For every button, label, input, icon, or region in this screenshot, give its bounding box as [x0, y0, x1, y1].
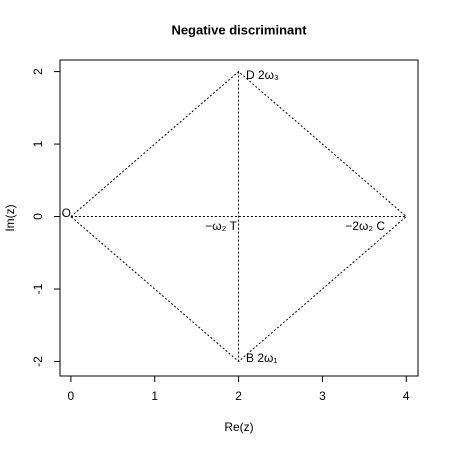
y-tick-label: 1: [31, 140, 45, 147]
annotation: −ω₂ T: [205, 219, 237, 233]
chart-title: Negative discriminant: [171, 22, 307, 37]
y-axis-label: Im(z): [3, 204, 17, 231]
y-tick-label: 2: [31, 68, 45, 75]
x-axis-label: Re(z): [224, 420, 253, 434]
y-tick-label: 0: [31, 213, 45, 220]
x-tick-label: 2: [235, 389, 242, 403]
annotation: −2ω₂ C: [345, 219, 385, 233]
x-tick-label: 0: [68, 389, 75, 403]
x-tick-label: 4: [403, 389, 410, 403]
y-tick-label: -1: [31, 283, 45, 294]
annotation: O: [62, 206, 71, 220]
x-tick-label: 3: [319, 389, 326, 403]
y-tick-label: -2: [31, 356, 45, 367]
x-tick-label: 1: [151, 389, 158, 403]
annotation: B 2ω₁: [246, 351, 277, 365]
annotation: D 2ω₃: [246, 68, 279, 82]
